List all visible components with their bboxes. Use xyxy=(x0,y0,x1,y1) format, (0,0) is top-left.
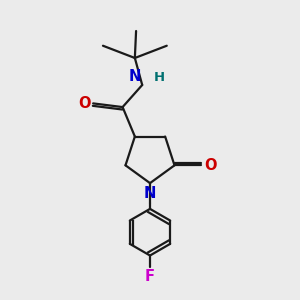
Text: H: H xyxy=(153,71,164,84)
Text: N: N xyxy=(144,186,156,201)
Text: O: O xyxy=(204,158,216,173)
Text: N: N xyxy=(129,69,141,84)
Text: F: F xyxy=(145,269,155,284)
Text: O: O xyxy=(78,96,91,111)
